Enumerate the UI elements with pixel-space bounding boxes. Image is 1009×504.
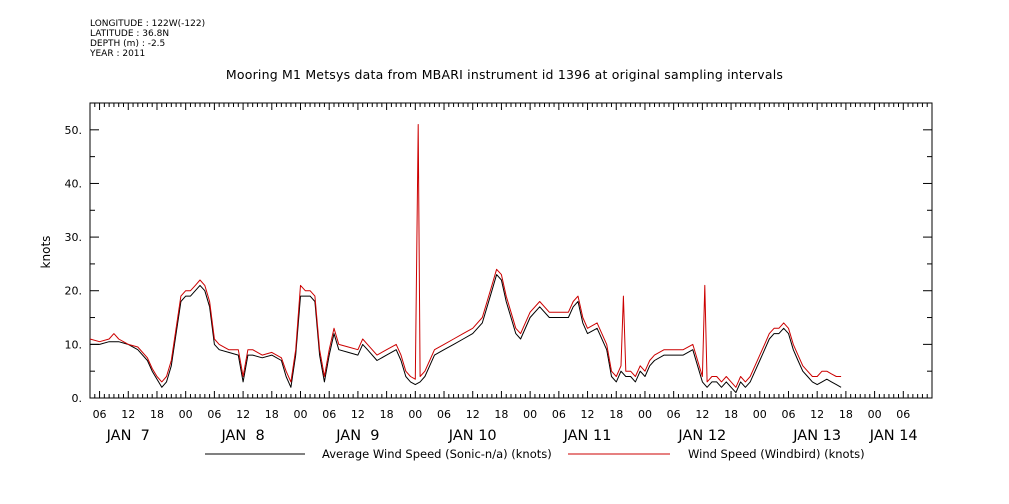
x-tick-label: 18: [265, 408, 279, 421]
x-tick-label: 06: [322, 408, 336, 421]
y-tick-label: 30.: [65, 231, 83, 244]
x-day-label: JAN 14: [869, 428, 918, 444]
x-tick-label: 12: [695, 408, 709, 421]
x-tick-label: 06: [896, 408, 910, 421]
x-tick-label: 12: [466, 408, 480, 421]
x-tick-label: 12: [810, 408, 824, 421]
series-line-sonic: [90, 274, 842, 394]
axis-ticks: [89, 102, 933, 399]
y-tick-label: 20.: [65, 285, 83, 298]
x-tick-label: 06: [552, 408, 566, 421]
y-tick-label: 50.: [65, 124, 83, 137]
x-tick-label: 18: [609, 408, 623, 421]
x-day-label: JAN 11: [563, 428, 612, 444]
x-tick-label: 12: [351, 408, 365, 421]
x-day-label: JAN 10: [448, 428, 497, 444]
x-tick-label: 12: [581, 408, 595, 421]
x-tick-label: 06: [207, 408, 221, 421]
chart-title: Mooring M1 Metsys data from MBARI instru…: [225, 67, 784, 82]
x-day-label: JAN 12: [677, 428, 726, 444]
year-label: YEAR : 2011: [90, 49, 146, 59]
latitude-label: LATITUDE : 36.8N: [90, 29, 170, 39]
x-tick-label: 18: [150, 408, 164, 421]
x-tick-label: 00: [638, 408, 652, 421]
x-tick-label: 00: [408, 408, 422, 421]
x-tick-label: 12: [121, 408, 135, 421]
x-day-label: JAN 13: [792, 428, 841, 444]
x-hour-labels: 06 12 18 00 06 12 18 00 06 12 18 00 06 12 18 00 06 12 18 00…: [93, 408, 911, 421]
x-day-label: JAN 8: [220, 428, 264, 444]
y-tick-label: 0.: [72, 392, 83, 405]
x-tick-label: 12: [236, 408, 250, 421]
plot-frame: [89, 102, 933, 399]
x-tick-label: 00: [294, 408, 308, 421]
x-tick-label: 06: [667, 408, 681, 421]
x-tick-label: 18: [724, 408, 738, 421]
y-tick-labels: 0. 10. 20. 30. 40. 50.: [65, 124, 83, 405]
y-tick-label: 40.: [65, 177, 83, 190]
y-axis-label: knots: [39, 236, 53, 269]
series-line-windbird: [89, 124, 842, 388]
depth-label: DEPTH (m) : -2.5: [90, 39, 166, 49]
x-tick-label: 06: [437, 408, 451, 421]
x-tick-label: 00: [179, 408, 193, 421]
metadata-block: LONGITUDE : 122W(-122) LATITUDE : 36.8N …: [90, 19, 205, 59]
legend-label-windbird: Wind Speed (Windbird) (knots): [688, 447, 865, 461]
legend: Average Wind Speed (Sonic-n/a) (knots) W…: [205, 447, 865, 461]
y-tick-label: 10.: [65, 338, 83, 351]
x-tick-label: 06: [93, 408, 107, 421]
x-tick-label: 00: [523, 408, 537, 421]
x-tick-label: 06: [781, 408, 795, 421]
x-tick-label: 00: [753, 408, 767, 421]
x-tick-label: 18: [380, 408, 394, 421]
x-tick-label: 00: [868, 408, 882, 421]
x-day-label: JAN 7: [106, 428, 150, 444]
x-day-labels: JAN 7 JAN 8 JAN 9 JAN 10 JAN 11 JAN 12 JAN 13 J…: [106, 428, 918, 444]
longitude-label: LONGITUDE : 122W(-122): [90, 19, 206, 29]
x-tick-label: 18: [494, 408, 508, 421]
x-tick-label: 18: [839, 408, 853, 421]
data-series: [89, 124, 842, 394]
legend-label-sonic: Average Wind Speed (Sonic-n/a) (knots): [322, 447, 552, 461]
x-day-label: JAN 9: [335, 428, 379, 444]
